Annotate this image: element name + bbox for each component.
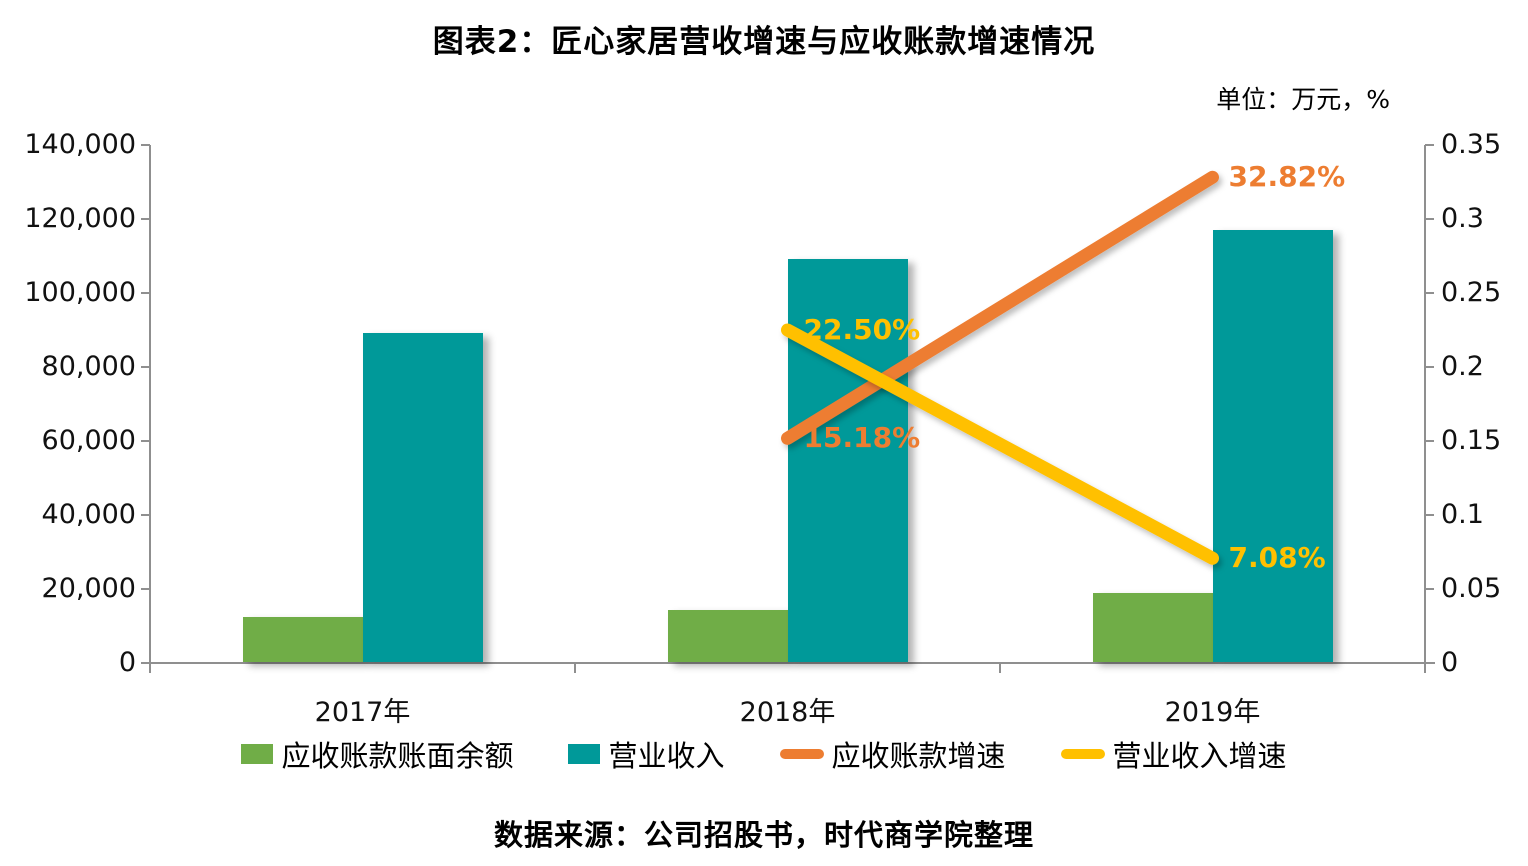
y-axis-left-tick-label: 40,000: [41, 499, 136, 530]
bar-revenue: [362, 332, 483, 662]
line-revenue-growth: [781, 323, 1219, 565]
legend-swatch-icon: [568, 744, 601, 764]
legend-item-line-0: 应收账款增速: [779, 733, 1006, 775]
data-label: 7.08%: [1228, 541, 1326, 575]
y-axis-right-tick-label: 0.05: [1441, 573, 1502, 604]
legend-label: 应收账款账面余额: [281, 739, 514, 773]
bar-receivables: [1092, 592, 1213, 662]
legend-line-icon: [779, 749, 824, 759]
legend-label: 营业收入增速: [1112, 739, 1287, 773]
bar-receivables: [242, 616, 363, 662]
y-axis-right-tick-label: 0.2: [1441, 351, 1484, 382]
legend-item-bar-0: 应收账款账面余额: [241, 733, 513, 775]
y-axis-left-tick-label: 80,000: [41, 351, 136, 382]
source-note: 数据来源：公司招股书，时代商学院整理: [493, 818, 1034, 852]
y-axis-left-tick-label: 120,000: [24, 203, 136, 234]
data-label: 15.18%: [803, 421, 921, 455]
legend-item-bar-1: 营业收入: [568, 733, 725, 775]
x-axis-category-label: 2018年: [739, 697, 836, 728]
x-axis-category-label: 2019年: [1164, 697, 1261, 728]
legend-swatch-icon: [241, 744, 274, 764]
y-axis-right-tick-label: 0.1: [1441, 499, 1484, 530]
bar-revenue: [1212, 230, 1333, 662]
bar-receivables: [667, 609, 788, 662]
y-axis-right-tick-label: 0.15: [1441, 425, 1502, 456]
y-axis-left-tick-label: 0: [118, 647, 136, 678]
y-axis-right-tick-label: 0.35: [1441, 129, 1502, 160]
data-label: 32.82%: [1228, 160, 1346, 194]
y-axis-right-tick-label: 0.25: [1441, 277, 1502, 308]
line-receivables-growth: [781, 170, 1219, 445]
x-axis-category-label: 2017年: [314, 697, 411, 728]
legend-label: 营业收入: [608, 739, 725, 773]
y-axis-right-tick-label: 0.3: [1441, 203, 1484, 234]
y-axis-left-tick-label: 140,000: [24, 129, 136, 160]
y-axis-left-tick-label: 100,000: [24, 277, 136, 308]
unit-label: 单位：万元，%: [1216, 85, 1390, 114]
chart-title: 图表2：匠心家居营收增速与应收账款增速情况: [432, 24, 1096, 60]
legend-line-icon: [1060, 749, 1105, 759]
y-axis-left-tick-label: 60,000: [41, 425, 136, 456]
bar-revenue: [787, 258, 908, 662]
legend-label: 应收账款增速: [831, 739, 1006, 773]
legend: 应收账款账面余额 营业收入 应收账款增速 营业收入增速: [0, 733, 1528, 775]
y-axis-left-tick-label: 20,000: [41, 573, 136, 604]
y-axis-right-tick-label: 0: [1441, 647, 1459, 678]
data-label: 22.50%: [803, 313, 921, 346]
legend-item-line-1: 营业收入增速: [1060, 733, 1287, 775]
